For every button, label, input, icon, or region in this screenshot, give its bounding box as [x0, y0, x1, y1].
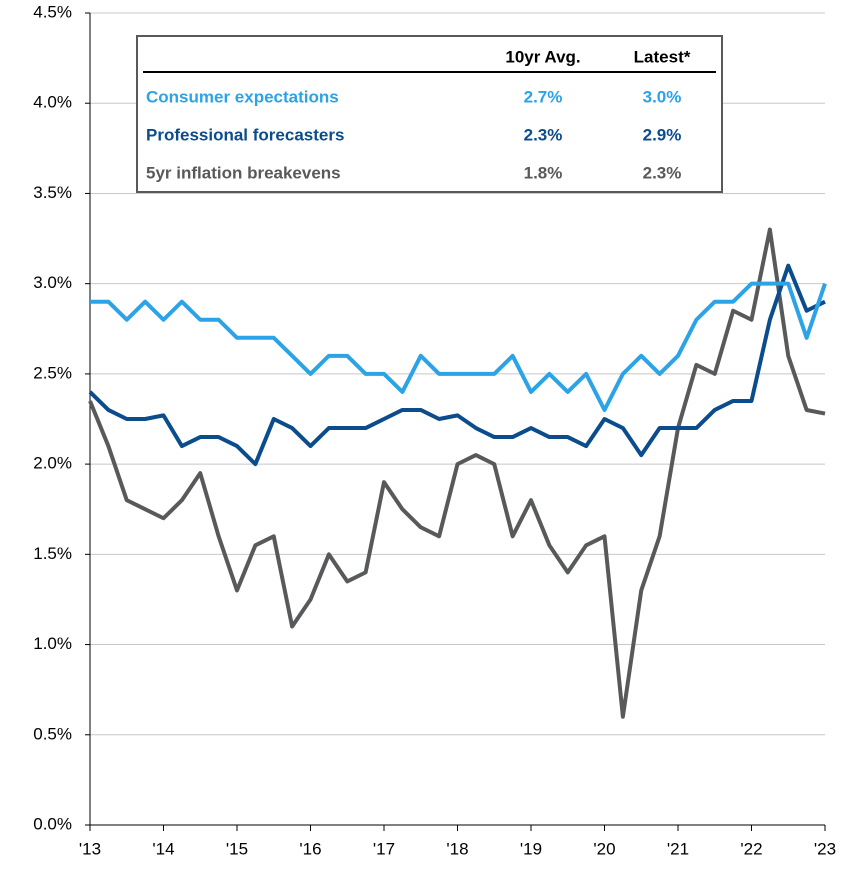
y-tick-label: 2.5% — [33, 363, 72, 382]
x-tick-label: '21 — [667, 839, 689, 858]
legend-label: 5yr inflation breakevens — [146, 163, 341, 182]
y-tick-label: 3.5% — [33, 183, 72, 202]
legend-label: Consumer expectations — [146, 87, 339, 106]
x-tick-label: '18 — [446, 839, 468, 858]
series-line — [90, 281, 827, 412]
legend-header: 10yr Avg. — [505, 47, 580, 66]
x-tick-label: '23 — [814, 839, 836, 858]
series-line — [88, 227, 826, 719]
legend-header: Latest* — [634, 47, 691, 66]
x-tick-label: '20 — [593, 839, 615, 858]
x-tick-label: '17 — [373, 839, 395, 858]
y-tick-label: 4.5% — [33, 2, 72, 21]
x-tick-label: '15 — [226, 839, 248, 858]
legend-box — [136, 35, 723, 193]
legend-stat: 2.9% — [643, 125, 682, 144]
y-tick-label: 0.5% — [33, 724, 72, 743]
x-tick-label: '19 — [520, 839, 542, 858]
legend-stat: 2.3% — [643, 163, 682, 182]
x-tick-label: '13 — [79, 839, 101, 858]
legend-stat: 3.0% — [643, 87, 682, 106]
legend-stat: 2.3% — [524, 125, 563, 144]
series-line — [88, 263, 826, 467]
y-tick-label: 3.0% — [33, 273, 72, 292]
x-tick-label: '14 — [152, 839, 174, 858]
y-tick-label: 1.0% — [33, 634, 72, 653]
legend-stat: 1.8% — [524, 163, 563, 182]
x-tick-label: '22 — [740, 839, 762, 858]
y-tick-label: 4.0% — [33, 93, 72, 112]
x-tick-label: '16 — [299, 839, 321, 858]
legend-stat: 2.7% — [524, 87, 563, 106]
y-tick-label: 1.5% — [33, 544, 72, 563]
y-tick-label: 0.0% — [33, 814, 72, 833]
legend-label: Professional forecasters — [146, 125, 344, 144]
y-tick-label: 2.0% — [33, 454, 72, 473]
